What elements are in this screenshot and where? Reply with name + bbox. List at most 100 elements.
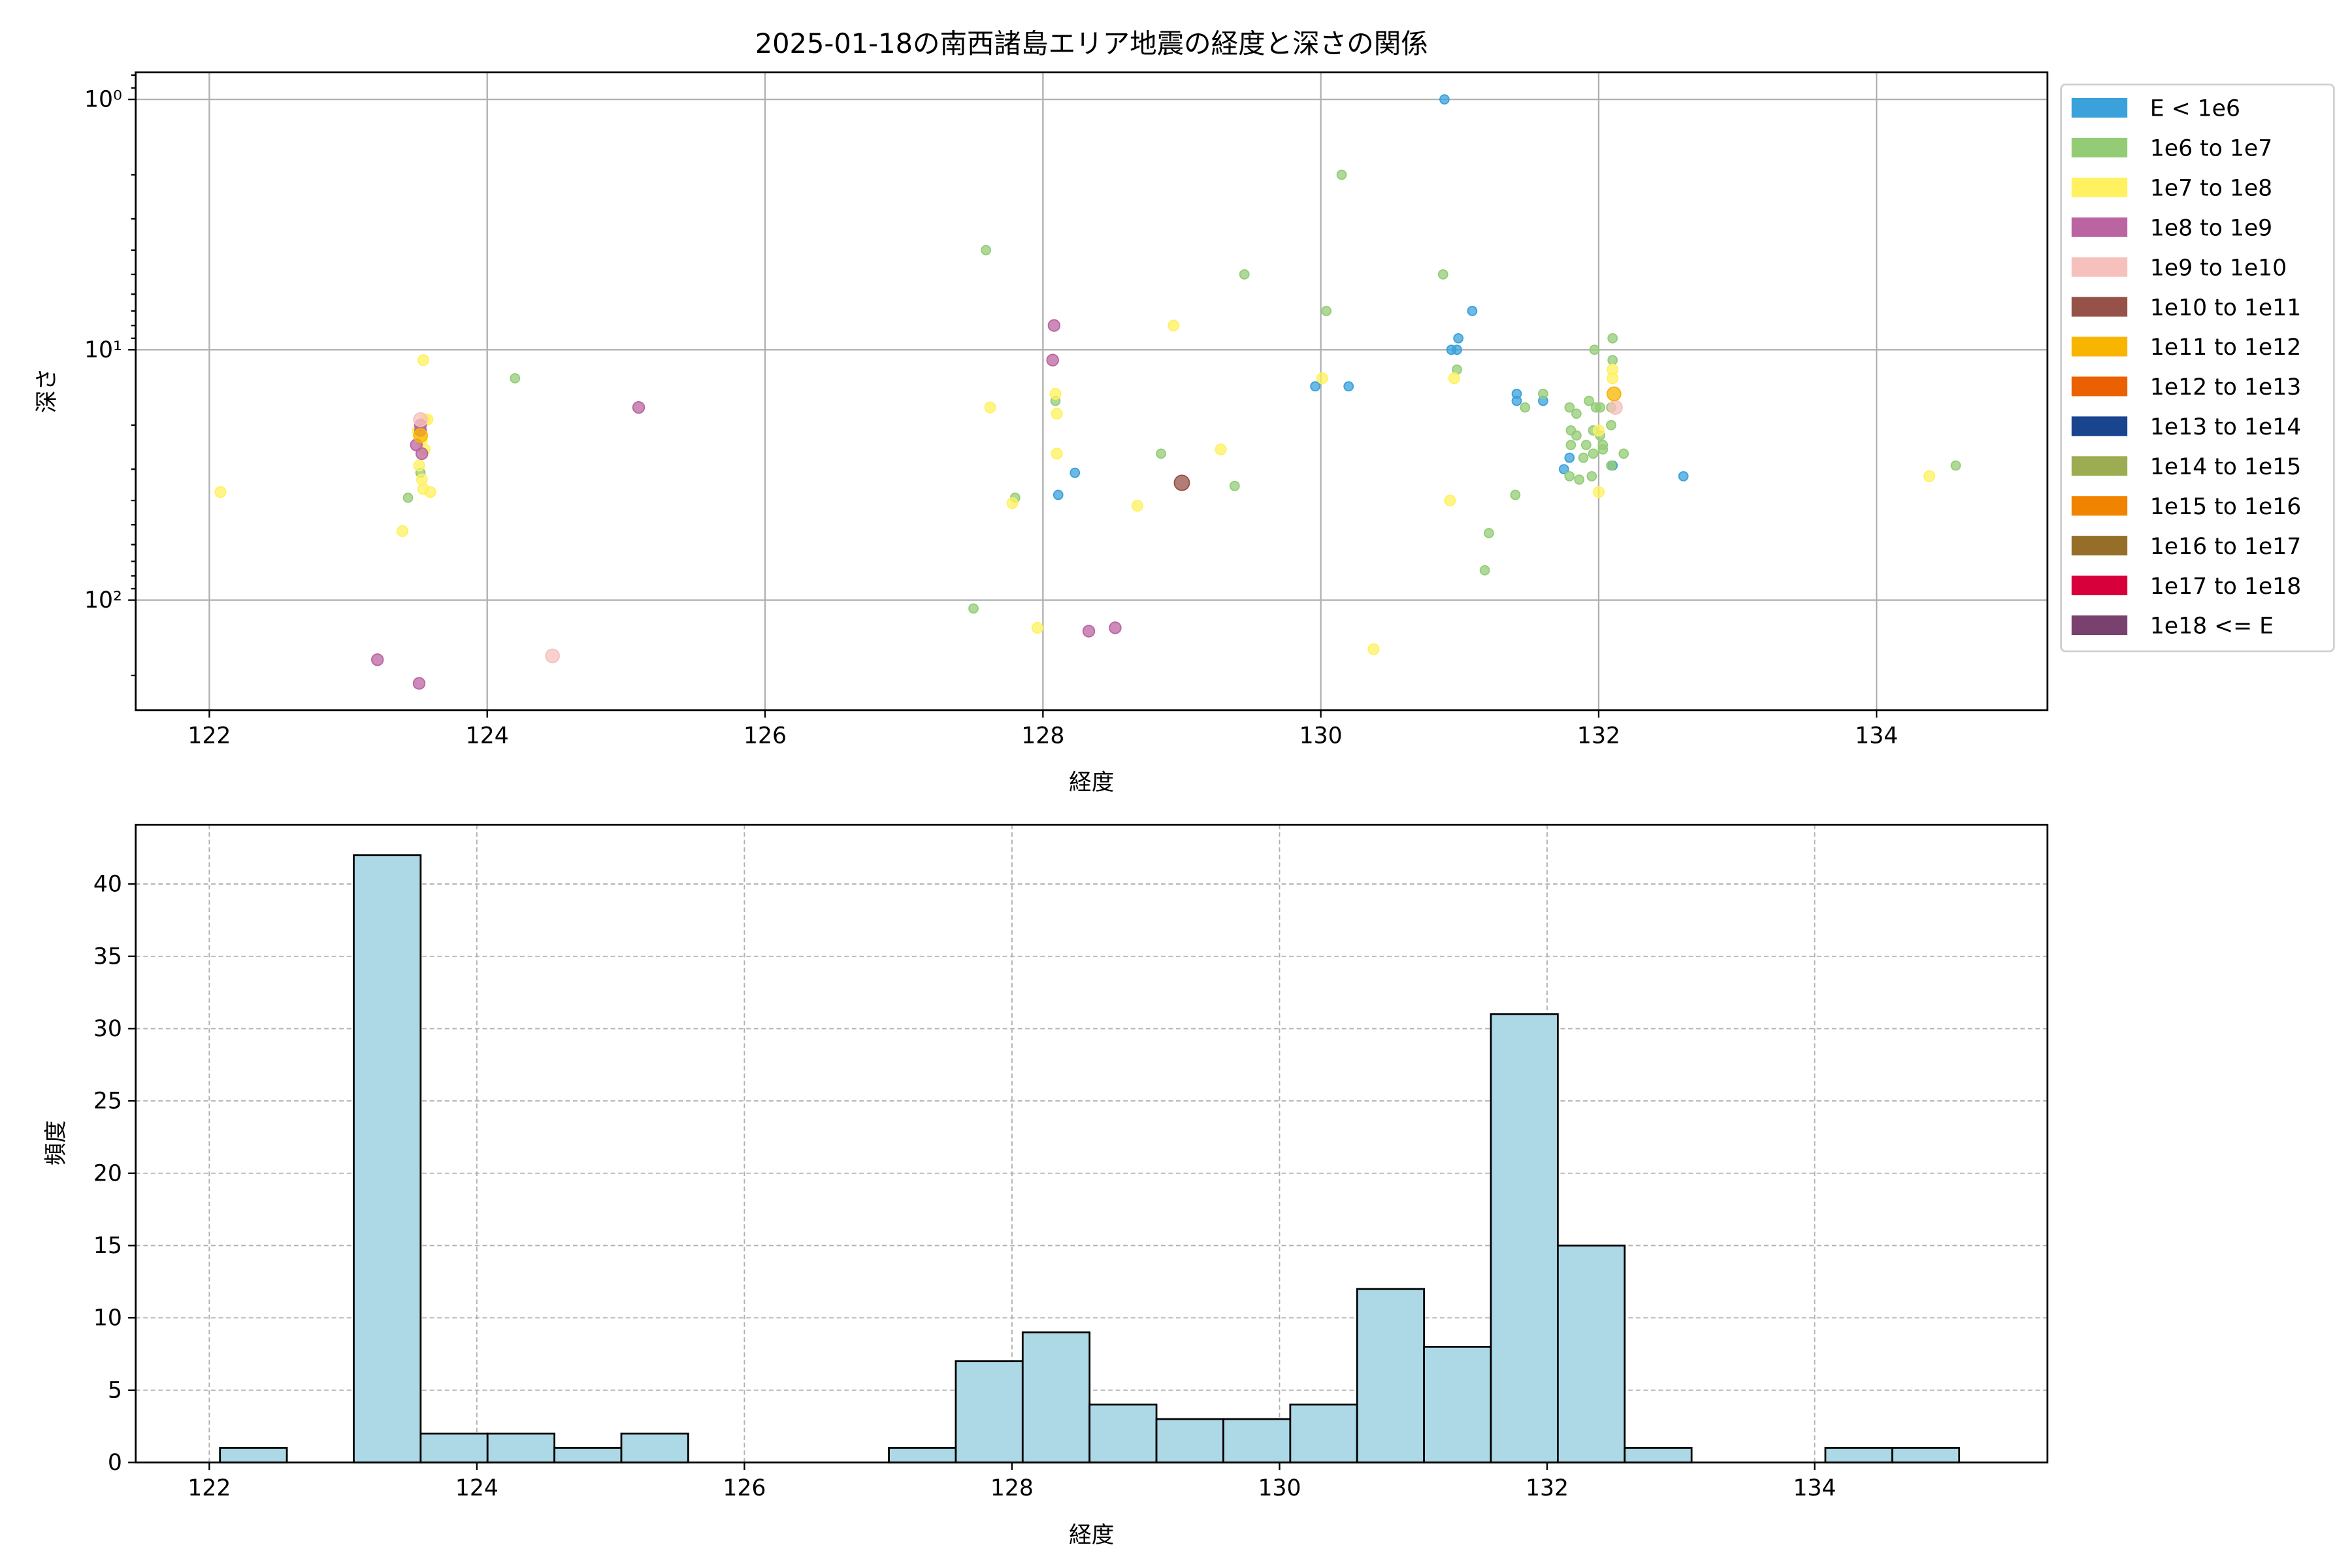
x-tick-label: 126 [743, 723, 787, 749]
legend-label: 1e14 to 1e15 [2150, 454, 2301, 480]
data-point [1310, 381, 1320, 392]
data-point [1046, 353, 1059, 367]
legend-label: 1e9 to 1e10 [2150, 255, 2287, 281]
legend-swatch [2071, 615, 2128, 635]
data-point [1606, 460, 1616, 471]
legend-label: E < 1e6 [2150, 96, 2240, 122]
x-tick-label: 124 [455, 1475, 498, 1501]
data-point [1608, 400, 1623, 415]
histogram-bar [1423, 1345, 1492, 1463]
data-point [416, 474, 428, 486]
data-point [1168, 319, 1180, 332]
data-point [1316, 372, 1328, 385]
y-tick-label: 10 [93, 1305, 122, 1331]
data-point [1564, 471, 1575, 482]
legend-swatch [2071, 98, 2128, 118]
y-tick-label: 5 [108, 1377, 122, 1403]
data-point [1173, 474, 1190, 491]
legend-label: 1e18 <= E [2150, 613, 2274, 640]
data-point [1595, 402, 1605, 413]
data-point [1510, 489, 1521, 500]
y-tick-label: 20 [93, 1160, 122, 1186]
legend-label: 1e6 to 1e7 [2150, 136, 2272, 162]
data-point [1580, 440, 1592, 450]
legend-label: 1e10 to 1e11 [2150, 295, 2301, 321]
legend-swatch [2071, 257, 2128, 277]
data-point [1592, 486, 1605, 498]
data-point [1047, 319, 1061, 332]
data-point [1336, 169, 1347, 180]
y-tick-label: 10¹ [84, 337, 122, 363]
data-point [416, 447, 429, 461]
histogram-x-label: 経度 [1069, 1522, 1114, 1548]
scatter-y-label: 深さ [34, 368, 60, 413]
data-point [1156, 448, 1166, 459]
legend-swatch [2071, 336, 2128, 357]
x-tick-label: 130 [1258, 1475, 1301, 1501]
data-point [1448, 372, 1460, 385]
data-point [413, 428, 428, 443]
histogram-bar [1021, 1331, 1091, 1463]
y-tick-label: 40 [93, 872, 122, 898]
data-point [1678, 471, 1689, 482]
histogram-bar [1289, 1403, 1358, 1463]
data-point [510, 373, 521, 384]
legend-box [2060, 83, 2335, 653]
data-point [1520, 402, 1531, 413]
data-point [1607, 386, 1622, 402]
data-point [545, 648, 560, 664]
data-point [1006, 497, 1019, 510]
data-point [417, 483, 429, 495]
data-point [1239, 269, 1250, 280]
histogram-bar [219, 1446, 288, 1463]
chart-title: 2025-01-18の南西諸島エリア地震の経度と深さの関係 [755, 27, 1428, 59]
data-point [371, 653, 384, 666]
x-tick-label: 124 [466, 723, 509, 749]
data-point [1558, 464, 1569, 475]
histogram-bar [486, 1432, 556, 1463]
data-point [1606, 419, 1616, 431]
data-point [1574, 474, 1585, 485]
legend-swatch [2071, 177, 2128, 197]
legend-swatch [2071, 137, 2128, 157]
data-point [412, 677, 426, 690]
data-point [413, 459, 425, 472]
data-point [1564, 402, 1575, 413]
legend-label: 1e15 to 1e16 [2150, 494, 2301, 520]
data-point [968, 603, 979, 614]
histogram-bar [419, 1432, 489, 1463]
y-tick-label: 10² [84, 587, 122, 613]
data-point [1597, 444, 1609, 455]
data-point [1082, 625, 1096, 638]
legend-swatch [2071, 376, 2128, 397]
histogram-bar [1624, 1446, 1693, 1463]
data-point [1589, 344, 1600, 355]
legend-swatch [2071, 496, 2128, 516]
histogram-bar [1557, 1245, 1626, 1463]
legend: E < 1e6 1e6 to 1e7 1e7 to 1e8 1e8 to 1e9 1e9… [2060, 83, 2335, 653]
histogram-bar [353, 854, 422, 1463]
scatter-plot: 122 124 126 128 130 132 134 10⁰ 10¹ 10² [84, 71, 2049, 749]
legend-swatch [2071, 576, 2128, 596]
legend-swatch [2071, 217, 2128, 237]
legend-label: 1e12 to 1e13 [2150, 374, 2301, 400]
histogram-bar [1155, 1418, 1224, 1463]
data-point [1215, 443, 1227, 455]
x-tick-label: 126 [723, 1475, 766, 1501]
histogram-bar [553, 1446, 623, 1463]
histogram-bar [1222, 1418, 1292, 1463]
legend-label: 1e8 to 1e9 [2150, 215, 2272, 241]
x-tick-label: 132 [1577, 723, 1620, 749]
data-point [1584, 395, 1594, 406]
legend-swatch [2071, 416, 2128, 436]
data-point [1367, 643, 1380, 655]
y-tick-label: 0 [108, 1450, 122, 1476]
y-tick-label: 30 [93, 1016, 122, 1042]
histogram-bar [1824, 1446, 1893, 1463]
histogram-y-label: 頻度 [43, 1120, 69, 1166]
data-point [1051, 448, 1063, 460]
plot-area [135, 825, 2048, 1463]
data-point [1484, 528, 1494, 538]
scatter-x-label: 経度 [1069, 770, 1114, 796]
